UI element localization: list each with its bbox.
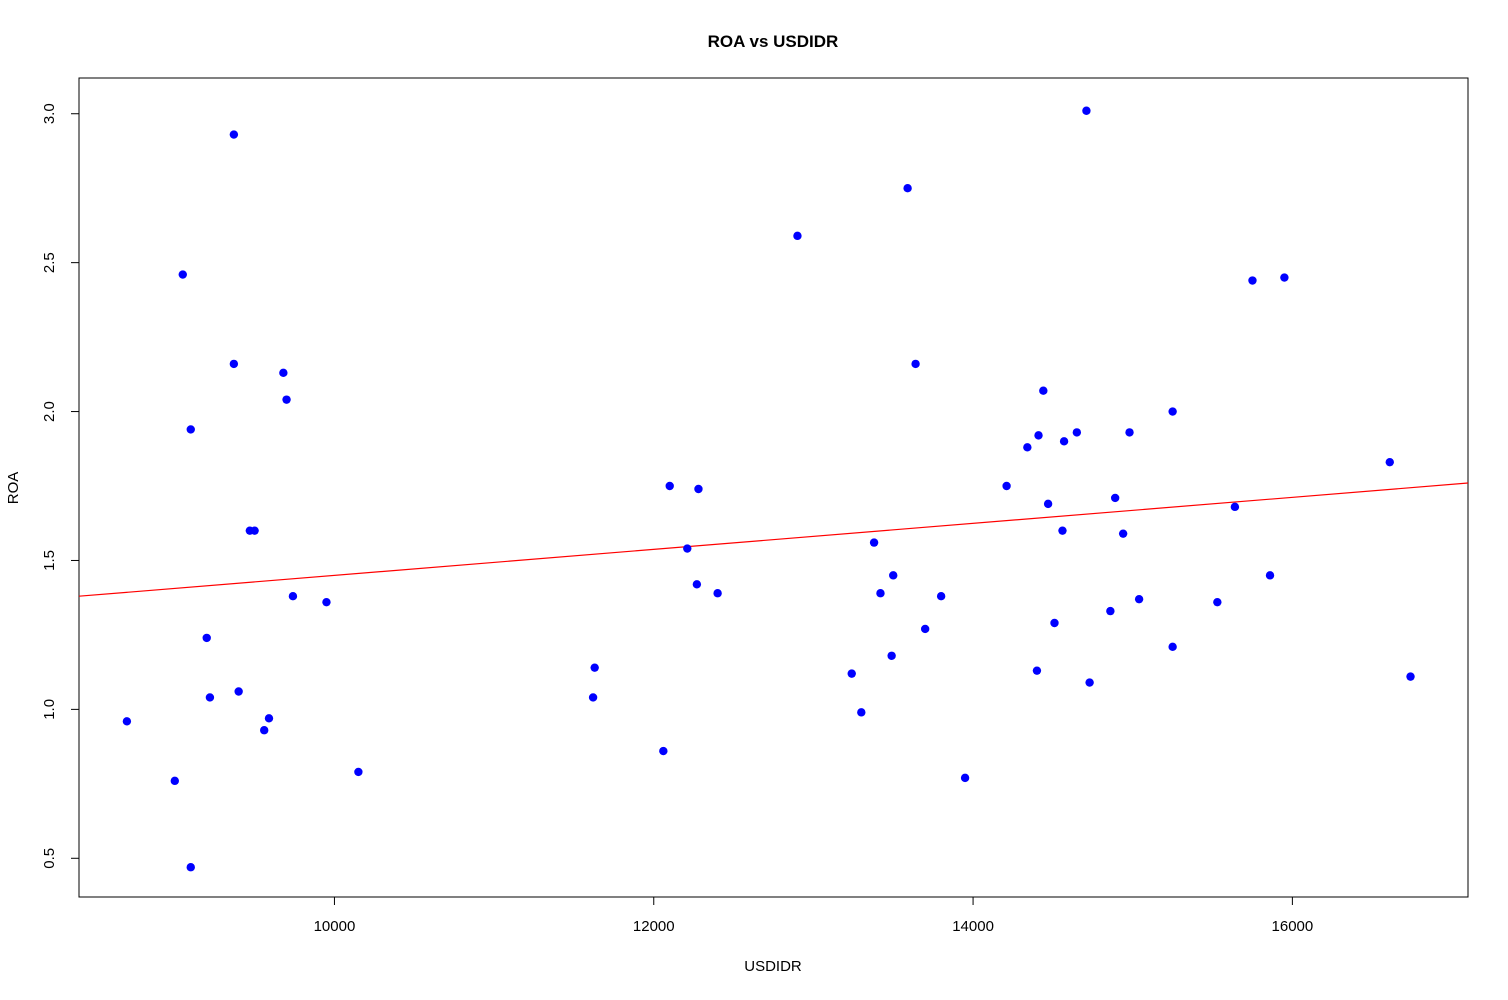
- data-point: [186, 425, 195, 434]
- data-point: [1058, 526, 1067, 535]
- data-point: [186, 863, 195, 872]
- data-point: [876, 589, 885, 598]
- data-point: [354, 767, 363, 777]
- data-point: [1085, 678, 1094, 687]
- data-point: [279, 368, 288, 378]
- data-point: [887, 651, 896, 660]
- data-point: [178, 270, 187, 279]
- data-point: [588, 693, 598, 702]
- plot-frame: [78, 77, 1469, 898]
- data-point: [1406, 672, 1415, 681]
- chart-title: ROA vs USDIDR: [708, 32, 839, 51]
- trend-line-layer: [78, 482, 1469, 597]
- x-tick-label: 12000: [633, 918, 675, 935]
- data-point: [1059, 437, 1069, 446]
- data-point: [1168, 407, 1177, 416]
- data-point: [713, 589, 722, 598]
- data-point: [1265, 571, 1275, 580]
- data-point: [1072, 428, 1082, 437]
- data-point: [590, 663, 599, 672]
- data-point: [692, 580, 702, 589]
- x-axis-label: USDIDR: [744, 958, 802, 975]
- y-tick-label: 0.5: [41, 848, 58, 869]
- data-point: [857, 708, 866, 717]
- data-point: [665, 481, 674, 491]
- data-point: [694, 484, 703, 494]
- data-point: [869, 538, 879, 547]
- data-point: [903, 183, 912, 193]
- data-point: [920, 624, 930, 634]
- data-point: [1032, 666, 1042, 675]
- data-point: [1002, 481, 1011, 491]
- data-point: [1082, 106, 1091, 115]
- data-point: [260, 726, 269, 735]
- data-point: [1118, 529, 1128, 538]
- data-point: [793, 231, 802, 241]
- trend-line: [78, 482, 1469, 597]
- data-point: [250, 526, 259, 535]
- data-point: [282, 395, 291, 404]
- data-point: [936, 592, 946, 601]
- data-point: [1168, 642, 1177, 652]
- data-point: [229, 130, 239, 139]
- x-tick-label: 10000: [314, 918, 356, 935]
- y-tick-label: 1.0: [41, 699, 58, 720]
- x-tick-label: 14000: [952, 918, 994, 935]
- x-tick-label: 16000: [1272, 918, 1314, 935]
- data-point: [659, 746, 668, 756]
- data-point: [1110, 493, 1120, 503]
- data-point: [1385, 457, 1394, 467]
- data-point: [889, 571, 898, 580]
- data-point: [960, 773, 970, 783]
- data-point: [1023, 443, 1032, 452]
- data-point: [911, 359, 920, 369]
- data-point: [847, 669, 856, 678]
- data-point: [288, 592, 298, 601]
- data-points-layer: [122, 106, 1415, 872]
- data-point: [1106, 606, 1115, 616]
- y-axis-label: ROA: [5, 472, 22, 505]
- data-point: [264, 714, 274, 723]
- data-point: [205, 693, 215, 702]
- data-point: [234, 687, 243, 696]
- x-axis: 10000 12000 14000 16000: [314, 896, 1314, 935]
- y-tick-label: 3.0: [41, 103, 58, 124]
- data-point: [1039, 386, 1048, 395]
- data-point: [1134, 594, 1144, 604]
- data-point: [1230, 502, 1240, 512]
- data-point: [1125, 428, 1134, 437]
- data-point: [1034, 431, 1043, 440]
- data-point: [1043, 499, 1053, 509]
- y-tick-label: 2.0: [41, 401, 58, 422]
- data-point: [683, 544, 692, 553]
- data-point: [1050, 618, 1059, 628]
- y-tick-label: 2.5: [41, 252, 58, 273]
- y-axis: 0.5 1.0 1.5 2.0 2.5 3.0: [41, 103, 80, 869]
- data-point: [322, 597, 331, 607]
- data-point: [122, 717, 132, 726]
- y-tick-label: 1.5: [41, 550, 58, 571]
- data-point: [1213, 597, 1222, 607]
- data-point: [170, 776, 179, 786]
- data-point: [1248, 276, 1257, 285]
- data-point: [202, 633, 211, 643]
- data-point: [229, 359, 239, 369]
- data-point: [1280, 273, 1289, 282]
